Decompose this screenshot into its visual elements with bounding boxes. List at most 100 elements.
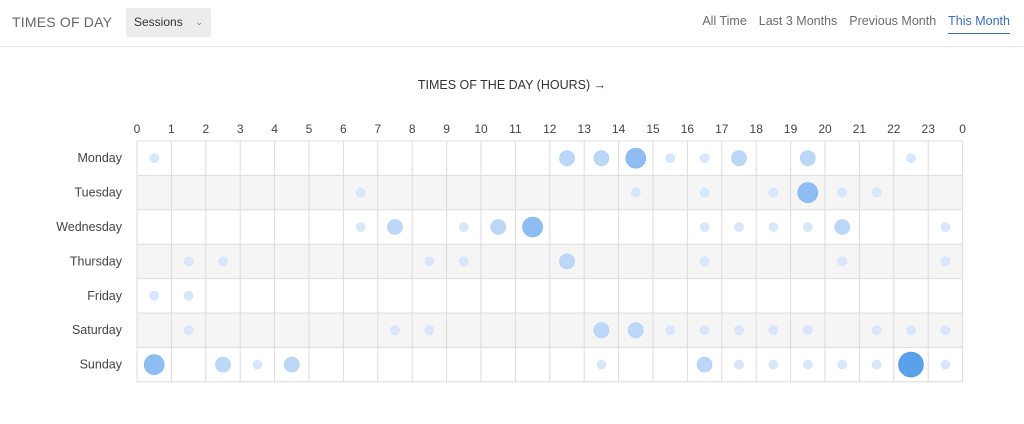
page-title: TIMES OF DAY xyxy=(12,14,113,30)
activity-bubble xyxy=(458,256,469,267)
activity-bubble xyxy=(252,359,263,370)
activity-bubble xyxy=(183,291,194,301)
day-label: Saturday xyxy=(72,323,123,337)
x-tick-label: 21 xyxy=(853,122,867,136)
activity-bubble xyxy=(625,147,647,169)
x-tick-label: 19 xyxy=(784,122,798,136)
x-tick-label: 11 xyxy=(509,122,522,136)
activity-bubble xyxy=(734,325,744,336)
x-tick-label: 0 xyxy=(134,122,141,136)
activity-bubble xyxy=(596,359,607,370)
heatmap-svg: 0 1 2 3 4 5 6 7 8 9 10 11 12 13 14 15 16 17 18 19 20 21 22 23 0M… xyxy=(56,122,966,383)
x-tick-label: 14 xyxy=(612,122,626,136)
x-tick-label: 15 xyxy=(646,122,660,136)
activity-bubble xyxy=(768,222,779,232)
activity-bubble xyxy=(940,325,951,336)
day-label: Wednesday xyxy=(56,220,123,234)
activity-bubble xyxy=(283,356,300,373)
activity-bubble xyxy=(559,150,575,166)
activity-bubble xyxy=(424,325,435,336)
activity-bubble xyxy=(424,256,435,267)
x-tick-label: 12 xyxy=(543,122,557,136)
activity-bubble xyxy=(699,222,710,232)
day-label: Tuesday xyxy=(75,186,123,200)
activity-bubble xyxy=(802,359,813,370)
activity-bubble xyxy=(387,219,403,235)
activity-bubble xyxy=(593,150,610,166)
x-tick-label: 6 xyxy=(340,122,347,136)
activity-bubble xyxy=(215,356,231,373)
x-tick-label: 1 xyxy=(168,122,175,136)
activity-bubble xyxy=(871,187,882,198)
x-tick-label: 20 xyxy=(818,122,832,136)
activity-bubble xyxy=(149,291,159,301)
day-label: Monday xyxy=(78,151,123,165)
x-tick-label: 8 xyxy=(409,122,416,136)
activity-bubble xyxy=(593,322,610,339)
activity-bubble xyxy=(802,325,813,336)
activity-bubble xyxy=(458,222,469,232)
activity-bubble xyxy=(940,256,951,267)
activity-bubble xyxy=(699,256,710,267)
activity-bubble xyxy=(940,222,951,232)
x-tick-label: 18 xyxy=(750,122,764,136)
metric-select-value: Sessions xyxy=(134,15,183,29)
activity-bubble xyxy=(355,187,366,198)
activity-bubble xyxy=(834,219,851,235)
x-tick-label: 5 xyxy=(306,122,313,136)
activity-bubble xyxy=(699,153,710,163)
activity-bubble xyxy=(355,222,366,232)
activity-bubble xyxy=(627,322,644,339)
activity-bubble xyxy=(665,325,676,336)
activity-bubble xyxy=(797,182,819,203)
activity-bubble xyxy=(906,153,916,163)
activity-bubble xyxy=(799,150,816,166)
activity-bubble xyxy=(183,256,194,267)
activity-bubble xyxy=(768,187,779,198)
x-tick-label: 10 xyxy=(474,122,488,136)
tab-last-3-months[interactable]: Last 3 Months xyxy=(758,14,838,28)
activity-bubble xyxy=(898,351,924,378)
activity-bubble xyxy=(143,354,165,375)
x-tick-label: 17 xyxy=(715,122,729,136)
x-tick-label: 16 xyxy=(681,122,695,136)
activity-bubble xyxy=(940,359,951,370)
activity-bubble xyxy=(734,359,744,370)
tab-all-time[interactable]: All Time xyxy=(702,14,747,28)
activity-bubble xyxy=(871,359,882,370)
activity-bubble xyxy=(802,222,813,232)
activity-bubble xyxy=(837,256,848,267)
activity-bubble xyxy=(696,356,713,373)
chart-title: TIMES OF THE DAY (HOURS) → xyxy=(417,78,607,92)
activity-bubble xyxy=(768,325,779,336)
activity-bubble xyxy=(768,359,779,370)
metric-select[interactable]: Sessions ⌄ xyxy=(126,8,211,37)
header: TIMES OF DAY Sessions ⌄ All Time Last 3 … xyxy=(0,0,1024,47)
activity-bubble xyxy=(559,253,575,270)
x-tick-label: 22 xyxy=(887,122,901,136)
activity-bubble xyxy=(390,325,400,336)
day-label: Friday xyxy=(87,289,122,303)
x-tick-label: 0 xyxy=(959,122,966,136)
times-of-day-chart: TIMES OF THE DAY (HOURS) → 0 1 2 3 4 5 6 7 8 9 10 1… xyxy=(0,47,1024,419)
x-tick-label: 3 xyxy=(237,122,244,136)
chevron-down-icon: ⌄ xyxy=(195,17,203,27)
activity-bubble xyxy=(699,325,710,336)
date-range-tabs: All Time Last 3 Months Previous Month Th… xyxy=(690,14,1010,34)
activity-bubble xyxy=(699,187,710,198)
activity-bubble xyxy=(630,187,641,198)
activity-bubble xyxy=(149,153,159,163)
activity-bubble xyxy=(731,150,747,166)
tab-this-month[interactable]: This Month xyxy=(948,14,1010,34)
activity-bubble xyxy=(837,359,848,370)
activity-bubble xyxy=(522,216,543,238)
tab-previous-month[interactable]: Previous Month xyxy=(849,14,937,28)
x-tick-label: 2 xyxy=(202,122,209,136)
x-tick-label: 23 xyxy=(922,122,936,136)
activity-bubble xyxy=(665,153,676,163)
x-tick-label: 7 xyxy=(374,122,381,136)
x-tick-label: 9 xyxy=(443,122,450,136)
day-label: Thursday xyxy=(70,254,123,268)
activity-bubble xyxy=(734,222,744,232)
activity-bubble xyxy=(490,219,507,235)
